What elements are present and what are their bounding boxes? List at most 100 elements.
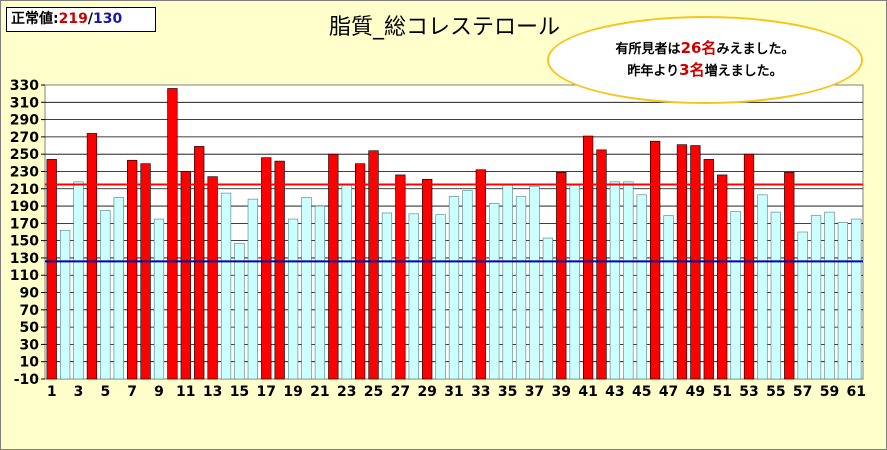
- bar-9: [153, 218, 165, 380]
- bar-22: [328, 153, 339, 380]
- bar-39: [556, 172, 567, 380]
- y-tick-label: 190: [10, 199, 39, 215]
- x-tick-label: 39: [552, 384, 571, 400]
- normal-range-separator: /: [87, 11, 93, 27]
- bar-11: [180, 171, 191, 380]
- bar-34: [489, 203, 500, 380]
- bar-56: [784, 172, 795, 380]
- bar-58: [810, 215, 822, 380]
- bar-8: [140, 163, 151, 380]
- x-tick-label: 57: [793, 384, 812, 400]
- x-tick-label: 59: [820, 384, 839, 400]
- y-tick-label: 10: [20, 355, 40, 371]
- x-tick-label: 43: [605, 384, 624, 400]
- x-tick-label: 13: [203, 384, 222, 400]
- y-tick-label: 130: [10, 251, 39, 267]
- bar-3: [73, 181, 84, 380]
- x-tick-label: 11: [176, 384, 195, 400]
- bar-25: [368, 150, 379, 380]
- callout-line-2-post: 増えました。: [704, 64, 783, 79]
- x-tick-label: 55: [766, 384, 785, 400]
- x-tick-label: 17: [257, 384, 276, 400]
- bar-35: [502, 184, 513, 380]
- bar-21: [314, 205, 326, 380]
- x-tick-label: 7: [127, 384, 137, 400]
- bar-17: [261, 157, 272, 380]
- chart-title: 脂質_総コレステロール: [328, 15, 560, 40]
- bar-10: [167, 88, 178, 380]
- x-tick-label: 47: [659, 384, 678, 400]
- normal-range-prefix: 正常値:: [11, 11, 59, 27]
- bar-43: [609, 181, 621, 380]
- x-tick-label: 19: [283, 384, 302, 400]
- bar-31: [448, 196, 460, 380]
- x-tick-label: 31: [444, 384, 463, 400]
- bar-51: [717, 174, 728, 380]
- y-tick-label: 150: [10, 234, 39, 250]
- bar-24: [355, 163, 366, 380]
- bar-5: [100, 210, 111, 380]
- y-tick-label: 310: [10, 95, 39, 111]
- bar-30: [435, 214, 446, 380]
- bar-45: [636, 194, 647, 380]
- callout-line-1: 有所見者は26名みえました。: [616, 38, 795, 60]
- y-tick-label: 70: [20, 303, 40, 319]
- bar-44: [623, 181, 634, 380]
- bar-27: [395, 174, 406, 380]
- bar-1: [46, 159, 57, 380]
- callout-line-2-count: 3名: [679, 61, 705, 79]
- bar-13: [207, 176, 218, 380]
- y-tick-label: 230: [10, 164, 39, 180]
- x-tick-label: 53: [739, 384, 758, 400]
- bar-59: [824, 211, 835, 380]
- x-tick-label: 21: [310, 384, 329, 400]
- x-tick-label: 29: [417, 384, 436, 400]
- x-tick-label: 25: [364, 384, 383, 400]
- bar-46: [650, 140, 661, 380]
- y-tick-label: 170: [10, 216, 39, 232]
- bar-4: [86, 133, 98, 380]
- bar-50: [703, 159, 714, 380]
- bar-54: [757, 194, 768, 380]
- bar-41: [582, 135, 594, 380]
- bar-32: [462, 190, 473, 380]
- bar-26: [381, 212, 393, 380]
- bar-19: [287, 218, 299, 380]
- bar-47: [663, 215, 674, 380]
- bar-6: [113, 197, 124, 380]
- bar-15: [234, 242, 245, 380]
- x-tick-label: 61: [847, 384, 866, 400]
- y-tick-label: 90: [20, 286, 40, 302]
- x-tick-label: 15: [230, 384, 249, 400]
- x-tick-label: 23: [337, 384, 356, 400]
- bar-36: [515, 196, 527, 380]
- bar-29: [422, 178, 433, 380]
- callout-line-1-post: みえました。: [716, 42, 795, 57]
- x-tick-label: 1: [47, 384, 57, 400]
- bar-38: [542, 237, 553, 380]
- normal-range-upper: 219: [58, 11, 88, 27]
- bar-42: [596, 149, 607, 380]
- x-tick-label: 51: [712, 384, 731, 400]
- normal-range-lower: 130: [92, 11, 123, 27]
- y-tick-label: 290: [10, 113, 39, 129]
- y-tick-label: -10: [14, 372, 40, 388]
- bar-18: [274, 160, 285, 380]
- bar-28: [408, 213, 419, 380]
- bar-40: [569, 185, 580, 380]
- callout-line-2-pre: 昨年より: [627, 64, 680, 79]
- bar-60: [837, 222, 849, 380]
- callout-line-1-count: 26名: [680, 39, 717, 57]
- x-tick-label: 27: [391, 384, 410, 400]
- x-tick-label: 45: [632, 384, 651, 400]
- bar-16: [247, 198, 258, 380]
- bar-37: [529, 185, 540, 380]
- bar-23: [341, 184, 352, 380]
- callout-line-1-pre: 有所見者は: [615, 42, 681, 57]
- bar-53: [743, 153, 755, 380]
- x-tick-label: 49: [686, 384, 705, 400]
- bar-2: [59, 229, 71, 380]
- bar-12: [194, 146, 205, 380]
